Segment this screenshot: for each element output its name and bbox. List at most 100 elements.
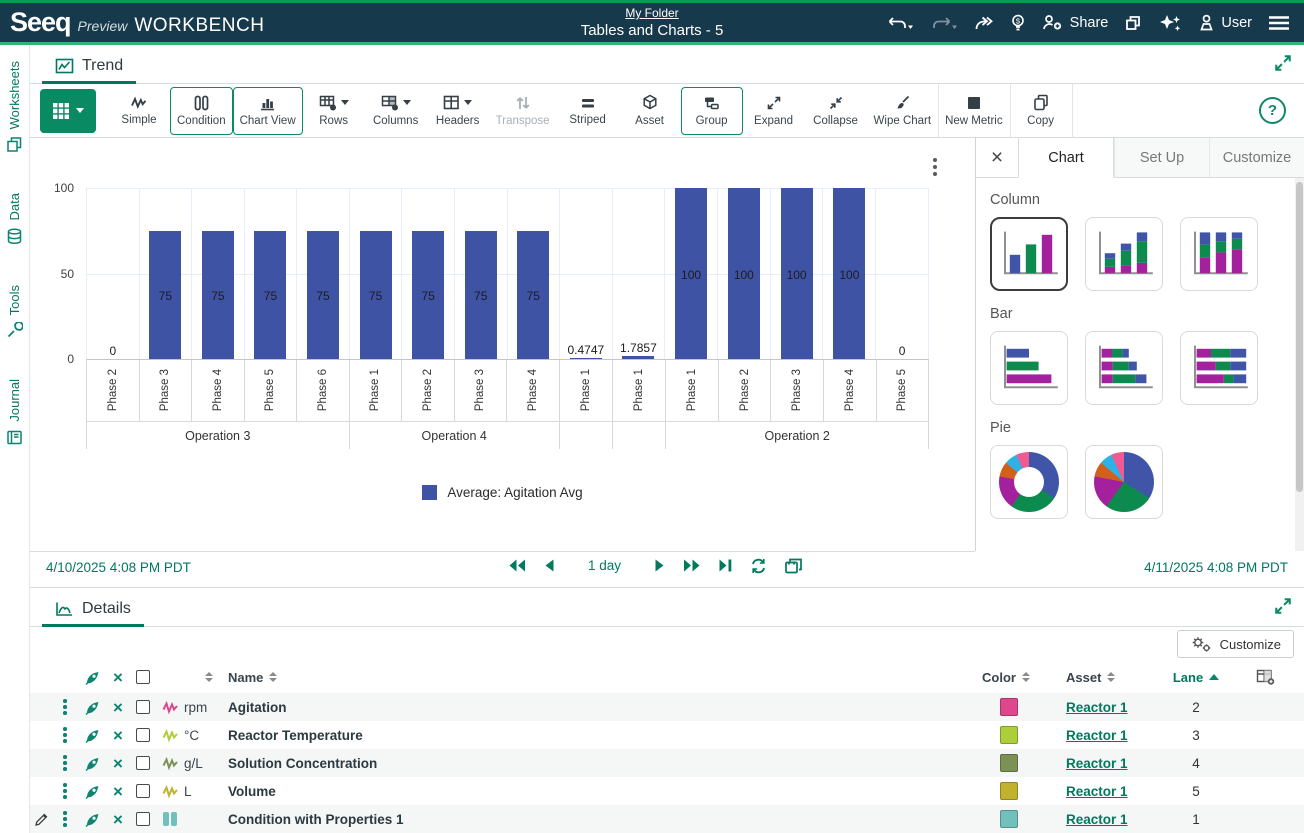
- asset-link[interactable]: Reactor 1: [1066, 811, 1128, 827]
- maximize-details-icon[interactable]: [1274, 597, 1292, 615]
- row-checkbox[interactable]: [136, 812, 150, 826]
- chart-type-bar-simple[interactable]: [990, 331, 1068, 405]
- remove-item-icon[interactable]: ×: [113, 753, 123, 773]
- step-forward-icon[interactable]: [654, 558, 666, 573]
- row-kebab-menu[interactable]: [52, 755, 78, 771]
- bar[interactable]: [727, 188, 760, 359]
- folder-breadcrumb-link[interactable]: My Folder: [625, 6, 679, 20]
- step-forward-fast-icon[interactable]: [683, 558, 701, 573]
- bar[interactable]: [622, 355, 655, 359]
- chart-type-column-100[interactable]: [1180, 217, 1258, 291]
- row-kebab-menu[interactable]: [52, 699, 78, 715]
- toolbar-button-condition[interactable]: Condition: [170, 86, 233, 135]
- chart-type-bar-100[interactable]: [1180, 331, 1258, 405]
- send-to-trend-rocket-icon[interactable]: [78, 755, 106, 772]
- close-icon[interactable]: ×: [990, 145, 1004, 169]
- bar[interactable]: [464, 230, 497, 359]
- row-checkbox[interactable]: [136, 756, 150, 770]
- add-column-icon[interactable]: [1228, 668, 1304, 686]
- step-back-icon[interactable]: [543, 558, 555, 573]
- toolbar-button-striped[interactable]: Striped: [557, 87, 619, 135]
- bar[interactable]: [517, 230, 550, 359]
- bar[interactable]: [307, 230, 340, 359]
- monetization-bulb-icon[interactable]: $: [1010, 14, 1026, 32]
- asset-link[interactable]: Reactor 1: [1066, 783, 1128, 799]
- row-checkbox[interactable]: [136, 700, 150, 714]
- select-all-checkbox[interactable]: [136, 670, 150, 684]
- undo-button[interactable]: [886, 15, 914, 31]
- remove-all-icon[interactable]: ×: [113, 667, 123, 687]
- sort-type-icon[interactable]: [205, 672, 213, 682]
- color-swatch[interactable]: [1000, 754, 1018, 772]
- edit-pencil-icon[interactable]: [30, 812, 52, 827]
- toolbar-button-columns[interactable]: Columns: [365, 87, 427, 135]
- tab-trend[interactable]: Trend: [42, 50, 137, 84]
- bar[interactable]: [254, 230, 287, 359]
- panel-tab-setup[interactable]: Set Up: [1114, 138, 1209, 177]
- user-menu[interactable]: User: [1198, 14, 1252, 31]
- column-header-asset[interactable]: Asset: [1066, 669, 1102, 685]
- panel-scrollbar[interactable]: [1295, 178, 1304, 551]
- remove-item-icon[interactable]: ×: [113, 809, 123, 829]
- asset-link[interactable]: Reactor 1: [1066, 755, 1128, 771]
- asset-link[interactable]: Reactor 1: [1066, 699, 1128, 715]
- column-header-name[interactable]: Name: [228, 669, 264, 685]
- row-checkbox[interactable]: [136, 728, 150, 742]
- row-kebab-menu[interactable]: [52, 783, 78, 799]
- send-to-trend-rocket-icon[interactable]: [78, 699, 106, 716]
- toolbar-button-transpose[interactable]: Transpose: [489, 87, 557, 135]
- maximize-trend-icon[interactable]: [1274, 54, 1292, 72]
- toolbar-button-simple[interactable]: Simple: [108, 87, 170, 135]
- color-swatch[interactable]: [1000, 810, 1018, 828]
- range-end[interactable]: 4/11/2025 4:08 PM PDT: [1144, 560, 1288, 575]
- duration-label[interactable]: 1 day: [588, 558, 622, 573]
- range-start[interactable]: 4/10/2025 4:08 PM PDT: [46, 560, 191, 575]
- bar[interactable]: [780, 188, 813, 359]
- sort-lane-ascending-icon[interactable]: [1209, 674, 1220, 680]
- asset-link[interactable]: Reactor 1: [1066, 727, 1128, 743]
- chart-type-column-stacked[interactable]: [1085, 217, 1163, 291]
- color-swatch[interactable]: [1000, 726, 1018, 744]
- row-kebab-menu[interactable]: [52, 811, 78, 827]
- share-button[interactable]: Share: [1042, 14, 1108, 31]
- chart-type-pie-solid[interactable]: [1085, 445, 1163, 519]
- toolbar-button-rows[interactable]: Rows: [303, 87, 365, 135]
- table-type-button[interactable]: [40, 88, 96, 133]
- copy-time-range-icon[interactable]: [784, 557, 803, 574]
- remove-item-icon[interactable]: ×: [113, 725, 123, 745]
- step-to-end-icon[interactable]: [718, 558, 733, 573]
- refresh-icon[interactable]: [750, 558, 767, 574]
- color-swatch[interactable]: [1000, 698, 1018, 716]
- bar[interactable]: [201, 230, 234, 359]
- remove-item-icon[interactable]: ×: [113, 781, 123, 801]
- sidebar-item-tools[interactable]: Tools: [6, 285, 23, 339]
- color-swatch[interactable]: [1000, 782, 1018, 800]
- hamburger-menu[interactable]: [1268, 15, 1290, 31]
- sort-color-icon[interactable]: [1021, 672, 1030, 682]
- toolbar-button-new-metric[interactable]: New Metric: [938, 83, 1010, 138]
- chart-type-bar-stacked[interactable]: [1085, 331, 1163, 405]
- ai-assistant-icon[interactable]: [1158, 14, 1182, 32]
- chart-options-kebab-menu[interactable]: [933, 158, 937, 176]
- redo-button[interactable]: [930, 15, 958, 31]
- step-back-fast-icon[interactable]: [508, 558, 526, 573]
- column-header-lane[interactable]: Lane: [1172, 669, 1204, 685]
- tab-details[interactable]: Details: [42, 593, 144, 627]
- toolbar-button-asset[interactable]: Asset: [619, 87, 681, 135]
- sidebar-item-data[interactable]: Data: [6, 193, 23, 244]
- send-all-rocket-icon[interactable]: [78, 669, 106, 686]
- toolbar-button-copy[interactable]: Copy: [1009, 83, 1072, 138]
- help-button[interactable]: ?: [1259, 97, 1286, 124]
- bar[interactable]: [359, 230, 392, 359]
- chart-type-column-simple[interactable]: [990, 217, 1068, 291]
- sidebar-item-worksheets[interactable]: Worksheets: [6, 61, 23, 153]
- row-kebab-menu[interactable]: [52, 727, 78, 743]
- sort-name-icon[interactable]: [269, 672, 278, 682]
- bar[interactable]: [833, 188, 866, 359]
- panel-tab-customize[interactable]: Customize: [1209, 138, 1304, 177]
- toolbar-button-headers[interactable]: Headers: [427, 87, 489, 135]
- toolbar-button-chart-view[interactable]: Chart View: [232, 86, 303, 135]
- send-to-trend-rocket-icon[interactable]: [78, 783, 106, 800]
- send-to-trend-rocket-icon[interactable]: [78, 727, 106, 744]
- bar[interactable]: [569, 358, 602, 359]
